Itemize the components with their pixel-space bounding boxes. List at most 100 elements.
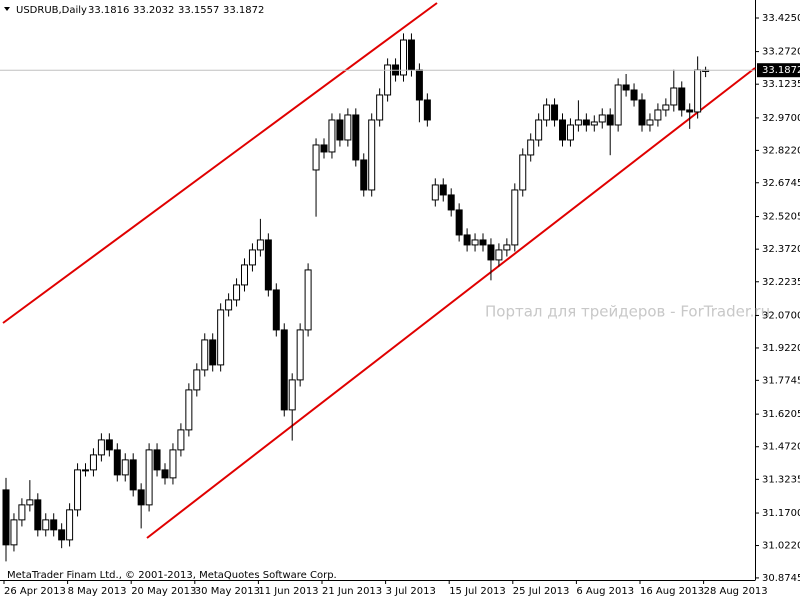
y-tick-label: 30.8745	[762, 573, 800, 584]
candle-body	[352, 114, 360, 161]
y-tick-label: 31.6205	[762, 409, 800, 420]
y-tick-label: 31.3235	[762, 474, 800, 485]
candle-body	[415, 69, 423, 101]
candle-body	[622, 84, 630, 91]
candle-body	[376, 94, 384, 121]
candle-body	[113, 449, 121, 476]
candle-body	[471, 239, 479, 246]
candle-body	[248, 249, 256, 266]
candle-body	[34, 499, 42, 531]
y-tick-label: 33.1235	[762, 79, 800, 90]
candle-body	[320, 144, 328, 153]
copyright: MetaTrader Finam Ltd., © 2001-2013, Meta…	[7, 570, 337, 581]
x-tick-label: 30 May 2013	[195, 586, 260, 597]
y-tick-label: 32.5205	[762, 212, 800, 223]
x-tick-label: 16 Aug 2013	[640, 586, 704, 597]
candle-body	[153, 449, 161, 471]
candle-body	[161, 469, 169, 479]
candle-body	[66, 509, 74, 541]
candle-body	[519, 154, 527, 191]
candle-body	[479, 239, 487, 246]
candle-body	[241, 264, 248, 286]
current-price-label: 33.1872	[762, 65, 800, 76]
candle-body	[670, 87, 678, 106]
candle-body	[177, 429, 185, 451]
candle-body	[487, 244, 495, 261]
x-tick-label: 21 Jun 2013	[322, 586, 382, 597]
candle-body	[654, 109, 662, 121]
candle-body	[233, 284, 241, 301]
y-tick-label: 31.4720	[762, 442, 800, 453]
channel-upper	[2, 2, 438, 324]
candle-body	[2, 489, 10, 546]
candle-body	[582, 119, 590, 126]
y-tick-label: 31.9220	[762, 343, 800, 354]
candle-body	[543, 104, 551, 121]
y-tick-label: 33.4250	[762, 13, 800, 24]
candle-body	[431, 184, 439, 201]
candle-body	[559, 119, 566, 141]
y-tick-label: 31.0220	[762, 541, 800, 552]
candle-body	[89, 454, 97, 471]
candle-body	[42, 519, 50, 531]
y-tick-label: 32.0700	[762, 310, 800, 321]
candle-body	[74, 469, 82, 511]
candle-body	[503, 244, 511, 251]
candle-body	[463, 234, 471, 246]
candle-body	[145, 449, 153, 506]
candle-body	[26, 499, 34, 506]
watermark: Портал для трейдеров - ForTrader.ru	[485, 303, 770, 321]
candle-body	[137, 489, 145, 506]
candle-body	[400, 39, 407, 76]
channel-lower	[146, 67, 756, 539]
x-tick-label: 15 Jul 2013	[449, 586, 506, 597]
x-tick-label: 25 Jul 2013	[513, 586, 570, 597]
candle-body	[574, 119, 582, 126]
x-tick-label: 26 Apr 2013	[4, 586, 66, 597]
candle-body	[264, 239, 272, 291]
y-tick-label: 32.3720	[762, 244, 800, 255]
candle-body	[280, 329, 288, 411]
candle-body	[368, 119, 376, 191]
candle-body	[97, 439, 105, 456]
candle-body	[606, 114, 614, 126]
candle-body	[217, 309, 225, 366]
candle-body	[423, 99, 431, 121]
candle-body	[384, 64, 392, 96]
candle-body	[336, 119, 344, 141]
candle-body	[551, 104, 559, 121]
x-tick-label: 3 Jul 2013	[386, 586, 436, 597]
candle-body	[82, 469, 89, 472]
candle-body	[535, 119, 543, 141]
x-tick-label: 11 Jun 2013	[258, 586, 318, 597]
candle-body	[511, 189, 519, 246]
candle-body	[50, 519, 58, 531]
candle-body	[256, 239, 264, 251]
candle-body	[630, 89, 638, 101]
candle-body	[193, 369, 201, 391]
y-tick-label: 32.6745	[762, 178, 800, 189]
candle-body	[694, 69, 702, 113]
candle-body	[344, 114, 352, 141]
header-close: 33.1872	[223, 5, 264, 16]
candle-body	[225, 299, 233, 311]
y-tick-label: 32.8220	[762, 145, 800, 156]
candle-body	[455, 209, 463, 236]
candle-body	[614, 84, 622, 126]
x-tick-label: 6 Aug 2013	[576, 586, 634, 597]
candle-body	[686, 109, 694, 113]
chart-title: USDRUB,Daily	[16, 5, 87, 16]
header-high: 33.2032	[133, 5, 174, 16]
y-tick-label: 31.1700	[762, 508, 800, 519]
candle-body	[527, 139, 535, 156]
candle-body	[598, 114, 606, 123]
candle-body	[638, 99, 646, 126]
y-tick-label: 33.2720	[762, 47, 800, 58]
candle-body	[18, 504, 26, 521]
candle-body	[407, 39, 415, 71]
candle-body	[646, 119, 654, 126]
candle-body	[566, 124, 574, 141]
candle-body	[121, 459, 129, 476]
